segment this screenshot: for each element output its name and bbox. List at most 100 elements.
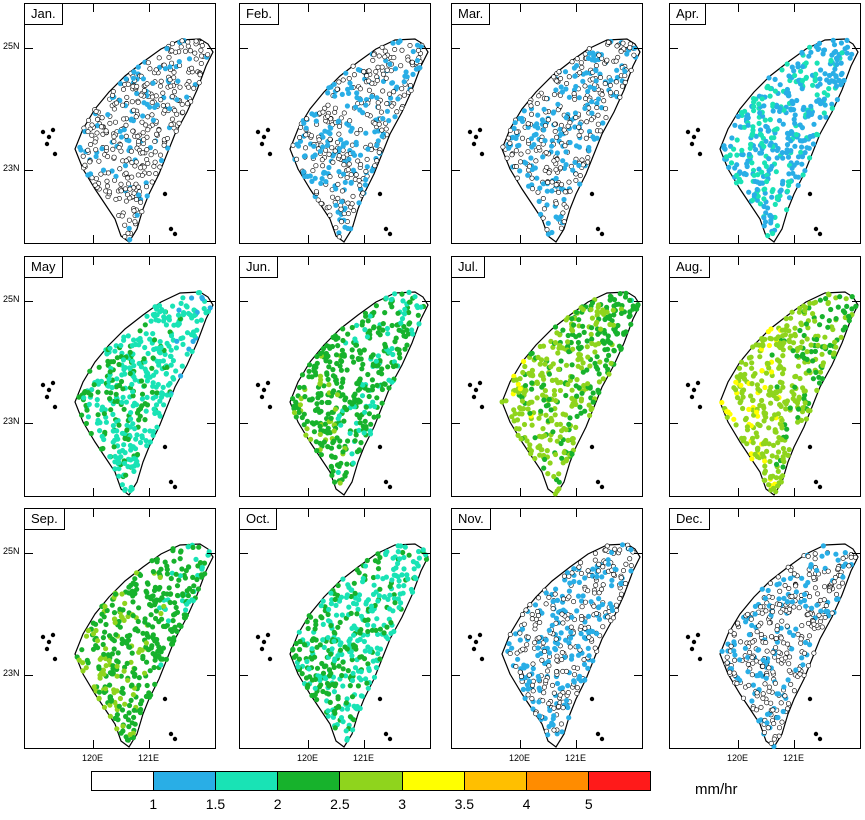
station-marker bbox=[107, 369, 113, 375]
station-marker bbox=[583, 70, 589, 76]
month-label: Sep. bbox=[25, 509, 65, 530]
station-marker bbox=[89, 132, 95, 138]
station-marker bbox=[290, 646, 296, 652]
station-marker bbox=[339, 188, 345, 194]
station-marker bbox=[357, 705, 363, 711]
station-marker bbox=[596, 52, 602, 58]
station-marker bbox=[311, 429, 317, 435]
station-marker bbox=[740, 394, 746, 400]
month-label: Nov. bbox=[452, 509, 491, 530]
station-marker bbox=[562, 577, 568, 583]
station-marker bbox=[118, 673, 124, 679]
station-marker bbox=[539, 657, 545, 663]
station-marker bbox=[85, 414, 91, 420]
station-marker bbox=[331, 438, 337, 444]
station-marker bbox=[748, 141, 754, 147]
station-marker bbox=[754, 434, 760, 440]
station-marker bbox=[413, 576, 419, 582]
station-marker bbox=[762, 384, 768, 391]
station-marker bbox=[371, 414, 377, 420]
station-marker bbox=[203, 310, 209, 316]
station-marker bbox=[171, 322, 177, 328]
station-marker bbox=[365, 685, 371, 691]
station-marker bbox=[151, 313, 158, 319]
island-marker bbox=[387, 484, 393, 490]
station-marker bbox=[317, 673, 323, 679]
station-marker bbox=[112, 453, 118, 460]
station-marker bbox=[528, 155, 534, 161]
station-marker bbox=[320, 598, 326, 604]
station-marker bbox=[357, 107, 363, 113]
station-marker bbox=[375, 598, 381, 604]
station-marker bbox=[138, 706, 144, 713]
station-marker bbox=[628, 563, 634, 569]
station-marker bbox=[389, 577, 395, 583]
lat-tick bbox=[422, 48, 430, 49]
station-marker bbox=[515, 432, 521, 438]
station-marker bbox=[330, 674, 336, 680]
station-marker bbox=[150, 383, 156, 389]
station-marker bbox=[817, 369, 824, 375]
station-marker bbox=[594, 105, 600, 111]
station-marker bbox=[351, 632, 357, 638]
station-marker bbox=[787, 179, 793, 185]
station-marker bbox=[576, 132, 582, 138]
station-marker bbox=[584, 344, 590, 350]
station-marker bbox=[617, 547, 623, 553]
station-marker bbox=[122, 365, 128, 371]
station-marker bbox=[122, 487, 128, 493]
station-marker bbox=[801, 104, 807, 110]
station-marker bbox=[585, 665, 591, 671]
station-marker bbox=[110, 411, 116, 417]
station-marker bbox=[125, 230, 131, 236]
station-marker bbox=[529, 175, 535, 181]
station-marker bbox=[191, 85, 197, 91]
station-marker bbox=[534, 101, 540, 107]
station-marker bbox=[143, 640, 149, 646]
station-marker bbox=[838, 40, 844, 46]
station-marker bbox=[146, 647, 152, 653]
lat-tick bbox=[452, 553, 460, 554]
station-marker bbox=[608, 77, 614, 83]
station-marker bbox=[339, 219, 345, 225]
station-marker bbox=[605, 39, 611, 45]
station-marker bbox=[111, 106, 117, 112]
station-marker bbox=[169, 41, 175, 47]
station-marker bbox=[519, 115, 525, 121]
station-marker bbox=[157, 358, 163, 365]
station-marker bbox=[724, 409, 730, 415]
station-marker bbox=[554, 680, 561, 687]
station-marker bbox=[763, 410, 769, 417]
station-marker bbox=[160, 645, 166, 651]
station-marker bbox=[772, 88, 778, 94]
station-marker bbox=[362, 418, 368, 424]
station-marker bbox=[201, 306, 207, 312]
station-marker bbox=[513, 148, 519, 154]
station-marker bbox=[803, 321, 809, 327]
station-marker bbox=[589, 325, 595, 331]
station-marker bbox=[542, 456, 548, 462]
station-marker bbox=[341, 154, 347, 160]
station-marker bbox=[327, 131, 333, 137]
station-marker bbox=[348, 172, 354, 178]
lat-tick bbox=[670, 423, 678, 424]
island-marker bbox=[695, 632, 701, 638]
island-marker bbox=[695, 380, 701, 386]
station-marker bbox=[800, 64, 806, 70]
station-marker bbox=[541, 206, 547, 212]
station-marker bbox=[166, 343, 172, 349]
station-marker bbox=[153, 369, 159, 375]
station-marker bbox=[588, 406, 594, 413]
station-marker bbox=[566, 594, 572, 600]
station-marker bbox=[354, 90, 360, 96]
station-marker bbox=[567, 139, 573, 146]
station-marker bbox=[563, 392, 569, 399]
island-marker bbox=[168, 226, 174, 232]
station-marker bbox=[87, 159, 93, 165]
station-marker bbox=[330, 367, 336, 373]
lon-tick bbox=[308, 257, 309, 265]
station-marker bbox=[313, 439, 319, 445]
station-marker bbox=[767, 212, 773, 218]
station-marker bbox=[351, 717, 357, 723]
station-marker bbox=[343, 728, 349, 734]
